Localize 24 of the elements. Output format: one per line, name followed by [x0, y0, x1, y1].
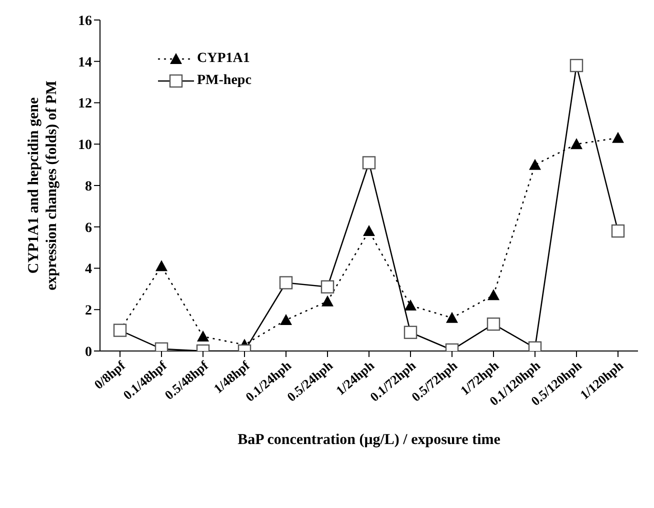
y-tick-label: 16 — [78, 14, 92, 29]
x-axis-title: BaP concentration (μg/L) / exposure time — [238, 432, 501, 448]
y-tick-label: 14 — [78, 55, 92, 70]
point — [570, 138, 582, 150]
y-tick-label: 4 — [85, 262, 92, 278]
point — [322, 295, 334, 306]
y-tick-label: 12 — [78, 96, 92, 112]
point — [156, 260, 168, 272]
point — [280, 314, 292, 325]
legend-label: CYP1A1 — [197, 51, 250, 67]
y-tick-label: 10 — [78, 138, 92, 154]
point — [404, 299, 416, 310]
point — [529, 158, 541, 170]
y-tick-label: 2 — [85, 304, 92, 319]
y-tick-label: 0 — [85, 344, 92, 360]
point — [612, 132, 624, 143]
y-axis-title: CYP1A1 and hepcidin gene expression changes (folds) of PM — [26, 80, 60, 290]
point — [197, 330, 209, 342]
point — [363, 225, 375, 236]
y-tick-label: 6 — [85, 220, 92, 236]
point — [446, 312, 458, 323]
legend-label: PM-hepc — [197, 73, 252, 89]
point — [488, 289, 500, 300]
y-tick-label: 8 — [85, 179, 92, 194]
